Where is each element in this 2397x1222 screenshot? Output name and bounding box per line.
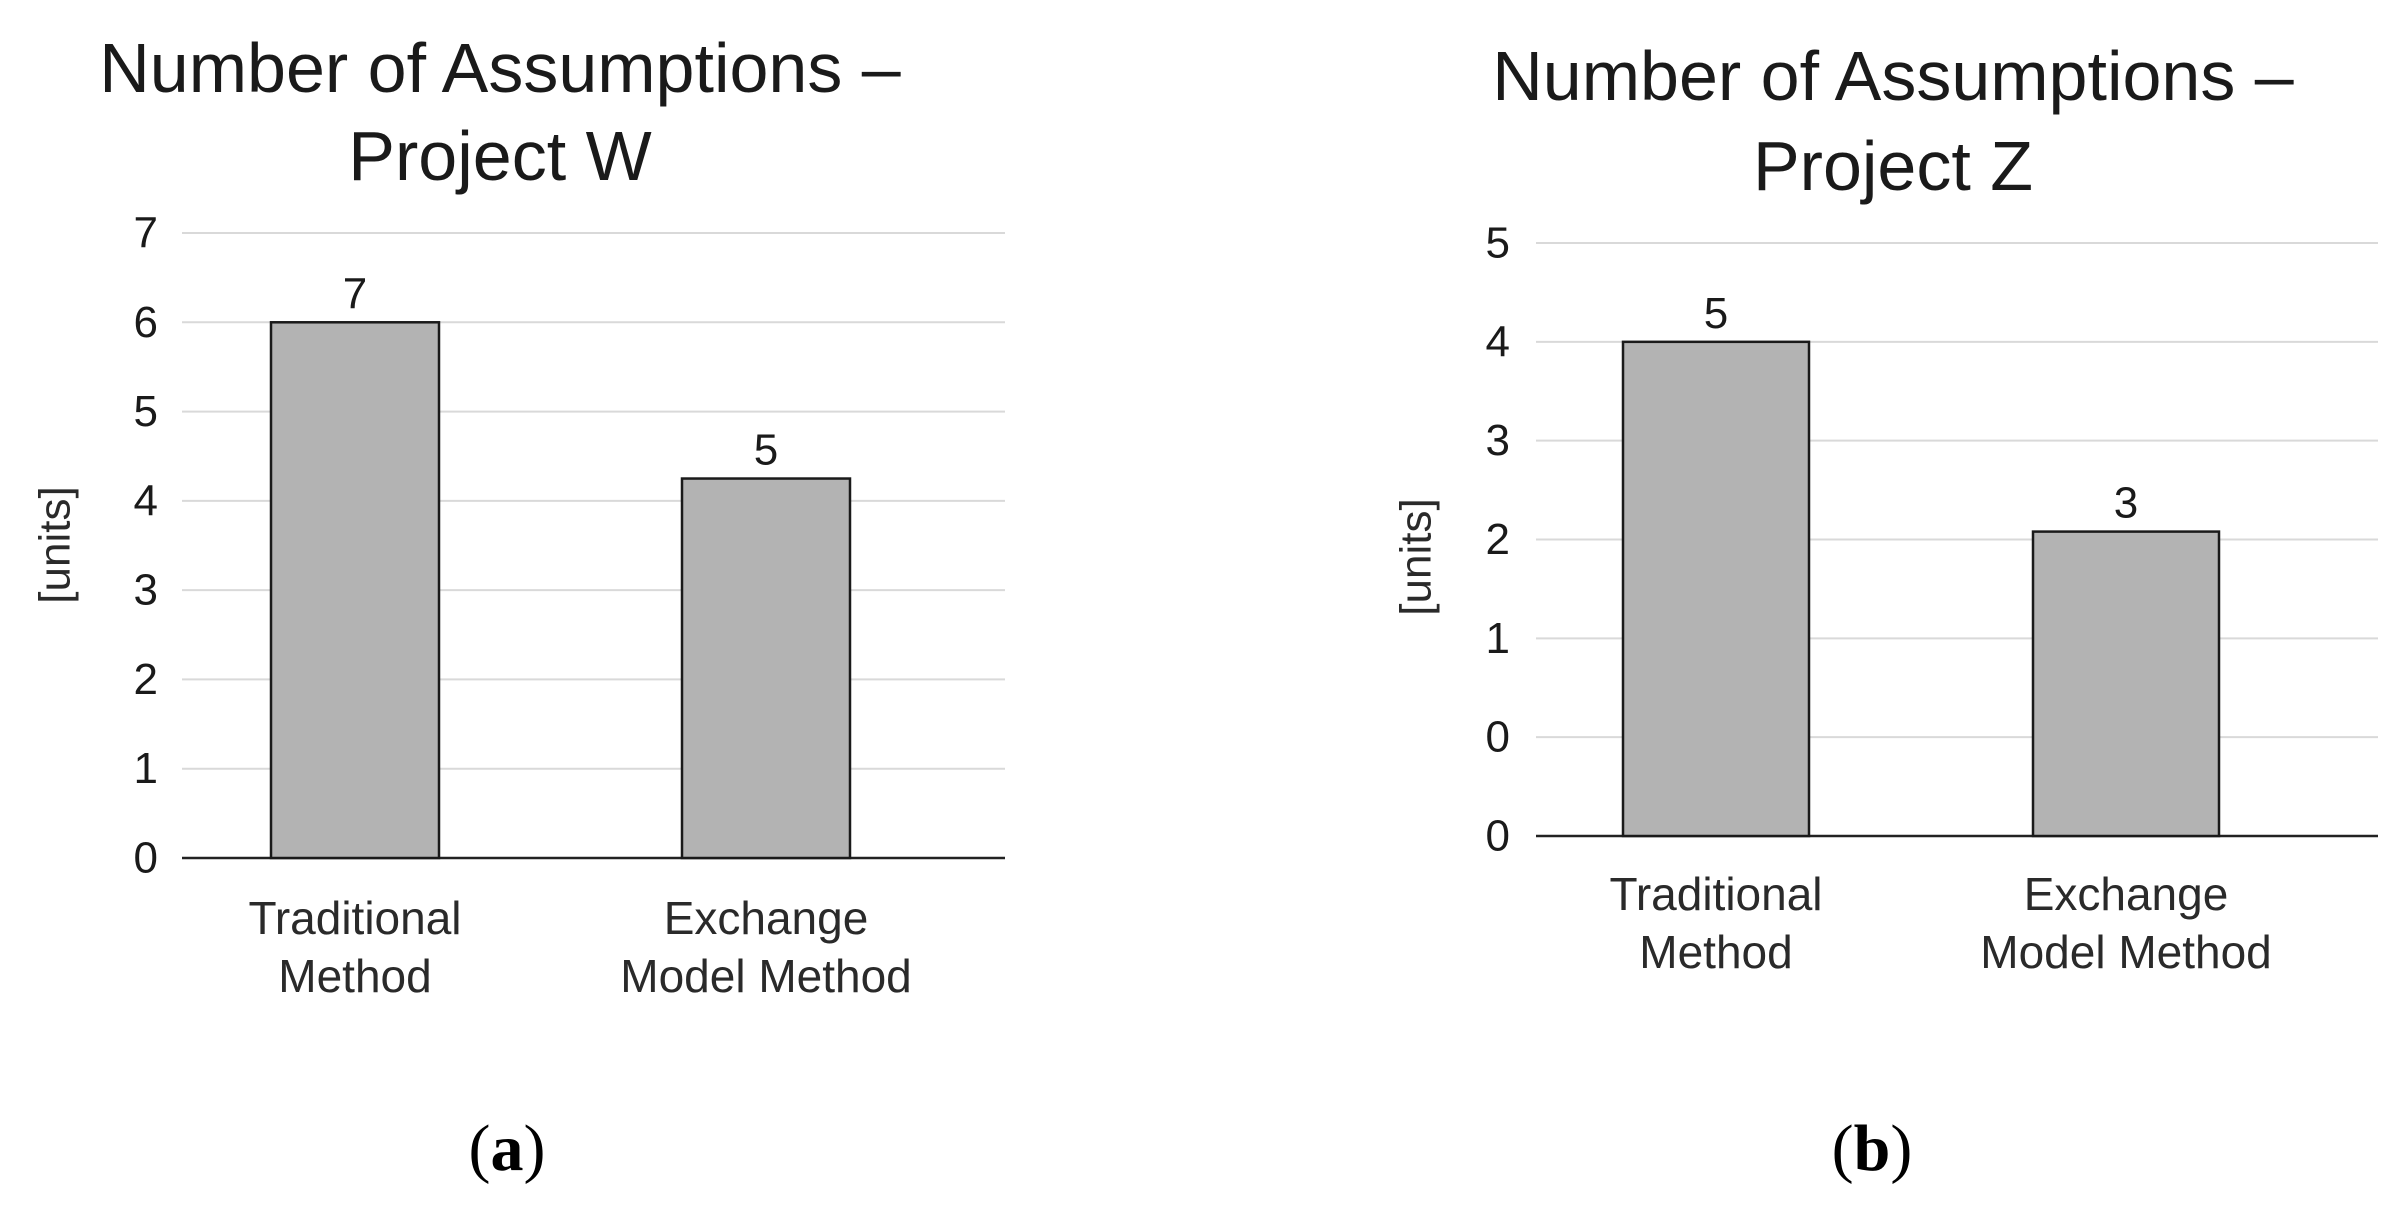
bar-exchange-model-method: [680, 477, 852, 860]
y-tick-label: 4: [134, 476, 158, 525]
y-tick-label: 2: [134, 655, 158, 704]
y-axis-label: [units]: [1392, 498, 1441, 615]
x-category-label: Method: [278, 950, 431, 1002]
chart-project-w: 0 1 2 3 4 5 6 7 7 Traditional Method 5 Exchange Model…: [31, 29, 1005, 1185]
y-tick-label: 0: [1486, 812, 1510, 861]
y-tick-label: 3: [1486, 416, 1510, 465]
y-tick-label: 1: [1486, 614, 1510, 663]
panel-label: (a): [469, 1112, 546, 1185]
y-tick-label: 3: [134, 566, 158, 615]
y-axis-label: [units]: [31, 486, 80, 603]
chart-title: Project Z: [1753, 127, 2033, 205]
x-category-label: Traditional: [248, 892, 461, 944]
chart-title: Number of Assumptions –: [99, 29, 901, 107]
chart-project-z: 0 0 1 2 3 4 5 5 Traditional Method 3 Exchange Model …: [1392, 37, 2378, 1185]
bar-traditional-method: [269, 321, 441, 860]
y-tick-label: 5: [134, 387, 158, 436]
y-tick-label: 5: [1486, 219, 1510, 268]
bar-data-label: 5: [1704, 289, 1728, 338]
y-tick-label: 4: [1486, 317, 1510, 366]
x-category-label: Method: [1639, 926, 1792, 978]
bar-data-label: 7: [343, 269, 367, 318]
bar-data-label: 5: [754, 426, 778, 475]
y-tick-label: 0: [134, 834, 158, 883]
x-category-label: Exchange: [664, 892, 869, 944]
y-tick-label: 0: [1486, 713, 1510, 762]
chart-title: Number of Assumptions –: [1492, 37, 2294, 115]
bar-traditional-method: [1621, 340, 1811, 838]
x-category-label: Model Method: [620, 950, 912, 1002]
y-tick-label: 7: [134, 209, 158, 258]
bar-exchange-model-method: [2031, 530, 2221, 838]
x-category-label: Traditional: [1609, 868, 1822, 920]
x-category-label: Model Method: [1980, 926, 2272, 978]
y-tick-label: 1: [134, 744, 158, 793]
panel-label: (b): [1832, 1112, 1913, 1185]
chart-title: Project W: [348, 117, 651, 195]
y-tick-label: 2: [1486, 515, 1510, 564]
bar-data-label: 3: [2114, 479, 2138, 528]
x-category-label: Exchange: [2024, 868, 2229, 920]
y-tick-label: 6: [134, 298, 158, 347]
